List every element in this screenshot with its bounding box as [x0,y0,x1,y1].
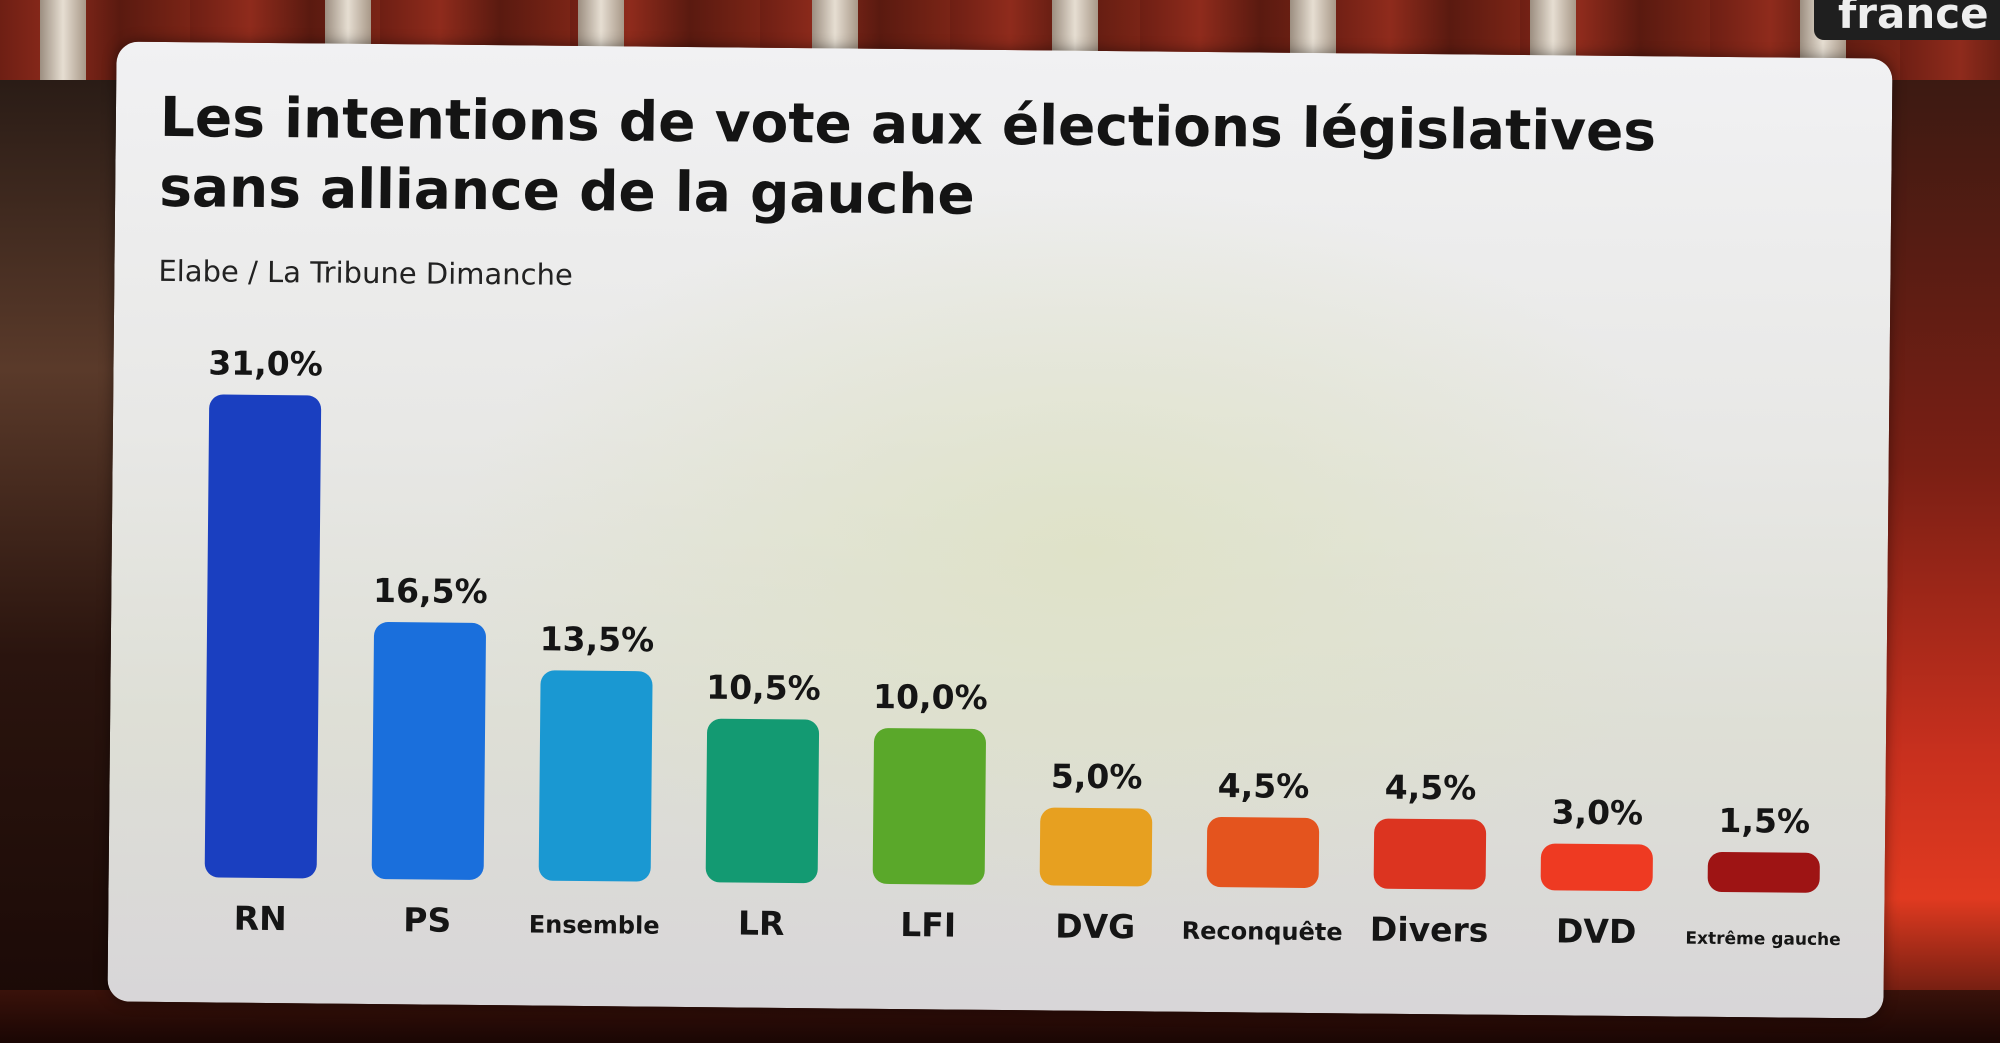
value-label-8: 3,0% [1551,793,1643,833]
category-label-1: PS [403,900,451,939]
value-label-3: 10,5% [706,668,821,708]
channel-logo: france [1814,0,2000,40]
bar-1 [371,622,486,880]
backdrop-red-seats [1880,80,2000,1043]
category-label-9: Extrême gauche [1685,929,1840,950]
bar-0 [204,394,322,879]
category-label-6: Reconquête [1182,917,1343,947]
bar-2 [538,670,653,882]
value-label-6: 4,5% [1218,766,1310,806]
value-label-4: 10,0% [873,677,988,717]
category-label-4: LFI [900,905,956,945]
bar-3 [705,718,820,884]
value-label-7: 4,5% [1385,768,1477,808]
value-label-5: 5,0% [1051,757,1143,797]
category-label-5: DVG [1055,907,1135,947]
value-label-9: 1,5% [1718,801,1810,841]
backdrop-left-wall [0,80,120,1043]
category-label-0: RN [234,899,287,939]
bar-8 [1540,843,1653,892]
bar-4 [872,728,986,885]
bar-9 [1707,851,1820,893]
category-label-2: Ensemble [529,910,660,939]
category-label-7: Divers [1370,910,1489,950]
value-label-1: 16,5% [373,571,488,611]
value-label-2: 13,5% [539,619,654,659]
category-label-3: LR [738,904,785,943]
bar-chart: 31,0% RN 16,5% PS 13,5% Ensemble 10,5% LR 10,0% L… [204,343,1841,951]
chart-card: Les intentions de vote aux élections lég… [107,41,1893,1019]
bar-5 [1039,807,1153,887]
bar-6 [1206,817,1320,888]
bar-7 [1373,818,1487,890]
value-label-0: 31,0% [208,343,323,383]
category-label-8: DVD [1556,911,1637,951]
